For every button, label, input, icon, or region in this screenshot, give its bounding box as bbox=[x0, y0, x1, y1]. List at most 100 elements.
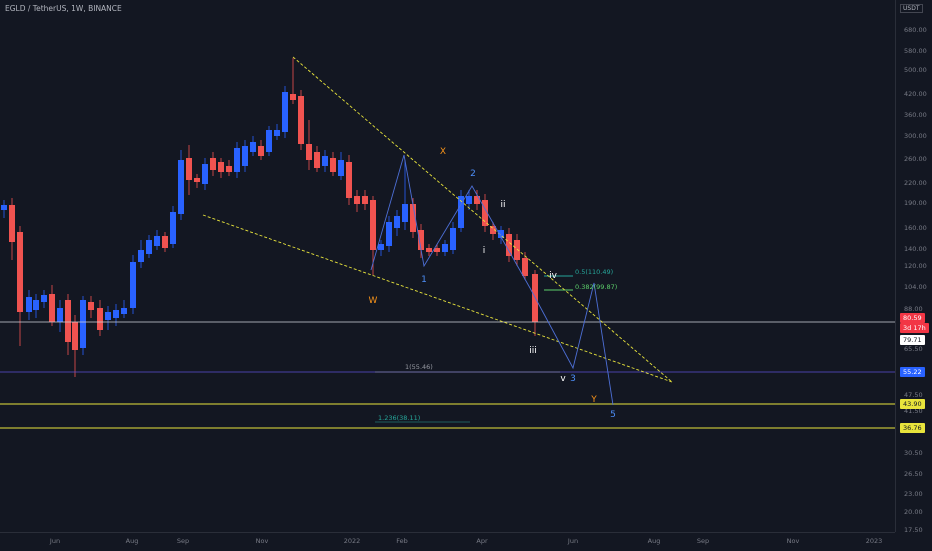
price-tick-label: 360.00 bbox=[904, 111, 927, 119]
price-tick-label: 104.00 bbox=[904, 283, 927, 291]
time-axis[interactable]: Jun Aug Sep Nov 2022 Feb Apr Jun Aug Sep Nov 2023 bbox=[0, 532, 895, 551]
candle-body bbox=[394, 216, 400, 228]
wave-label-x: X bbox=[439, 147, 447, 157]
candles-group bbox=[1, 58, 538, 377]
candle-body bbox=[450, 228, 456, 250]
wave-label-1: 1 bbox=[421, 275, 427, 285]
candle-body bbox=[202, 164, 208, 184]
candle-body bbox=[130, 262, 136, 308]
price-chart[interactable] bbox=[0, 0, 895, 532]
time-tick-label: Feb bbox=[396, 537, 408, 545]
candle-body bbox=[490, 226, 496, 234]
candle-body bbox=[72, 322, 78, 350]
candle-body bbox=[458, 196, 464, 228]
time-tick-label: Nov bbox=[255, 537, 269, 545]
candle-body bbox=[194, 178, 200, 182]
candle-body bbox=[121, 308, 127, 314]
candle-body bbox=[162, 236, 168, 248]
candle-body bbox=[218, 162, 224, 172]
candle-body bbox=[250, 142, 256, 152]
time-tick-label: 2023 bbox=[865, 537, 883, 545]
candle-body bbox=[386, 222, 392, 246]
candle-body bbox=[522, 258, 528, 276]
candle-body bbox=[418, 230, 424, 250]
price-tick-label: 17.50 bbox=[904, 526, 923, 534]
candle-body bbox=[506, 234, 512, 256]
wave-label-v: v bbox=[560, 374, 566, 384]
candle-body bbox=[426, 248, 432, 252]
wave-label-5: 5 bbox=[610, 410, 616, 420]
candle-body bbox=[88, 302, 94, 310]
price-label-current: 80.59 bbox=[900, 313, 925, 323]
price-label-36: 36.76 bbox=[900, 423, 925, 433]
wave-label-y: Y bbox=[591, 395, 597, 405]
candle-body bbox=[514, 240, 520, 260]
candle-body bbox=[49, 294, 55, 322]
candle-body bbox=[57, 308, 63, 322]
time-tick-label: Sep bbox=[176, 537, 190, 545]
time-tick-label: Nov bbox=[786, 537, 800, 545]
time-tick-label: Apr bbox=[476, 537, 488, 545]
price-tick-label: 190.00 bbox=[904, 199, 927, 207]
wave-label-i: i bbox=[482, 246, 486, 256]
time-tick-label: Aug bbox=[647, 537, 661, 545]
candle-body bbox=[282, 92, 288, 132]
candle-body bbox=[154, 236, 160, 246]
candle-body bbox=[113, 310, 119, 318]
candle-body bbox=[105, 312, 111, 320]
candle-body bbox=[226, 166, 232, 172]
candle-body bbox=[402, 204, 408, 222]
price-label-55: 55.22 bbox=[900, 367, 925, 377]
price-label-43: 43.90 bbox=[900, 399, 925, 409]
candle-body bbox=[9, 205, 15, 242]
candle-body bbox=[178, 160, 184, 214]
currency-unit-badge[interactable]: USDT bbox=[900, 4, 923, 13]
price-tick-label: 300.00 bbox=[904, 132, 927, 140]
candle-body bbox=[466, 196, 472, 204]
price-axis[interactable]: USDT 680.00 580.00 500.00 420.00 360.00 300.0… bbox=[895, 0, 932, 534]
wave-label-2: 2 bbox=[470, 169, 476, 179]
chart-title: EGLD / TetherUS, 1W, BINANCE bbox=[5, 4, 122, 13]
price-tick-label: 220.00 bbox=[904, 179, 927, 187]
candle-body bbox=[322, 156, 328, 166]
candle-body bbox=[346, 162, 352, 198]
candle-body bbox=[410, 204, 416, 232]
candle-body bbox=[170, 212, 176, 244]
candle-body bbox=[378, 244, 384, 250]
price-label-close: 79.71 bbox=[900, 335, 925, 345]
price-tick-label: 680.00 bbox=[904, 26, 927, 34]
wedge-upper-line bbox=[292, 56, 673, 383]
price-tick-label: 65.50 bbox=[904, 345, 923, 353]
price-tick-label: 88.00 bbox=[904, 305, 923, 313]
candle-body bbox=[498, 230, 504, 238]
candle-body bbox=[1, 205, 7, 210]
wedge-lower-line bbox=[202, 214, 673, 383]
time-tick-label: Jun bbox=[567, 537, 579, 545]
candle-body bbox=[258, 146, 264, 156]
price-tick-label: 120.00 bbox=[904, 262, 927, 270]
price-tick-label: 580.00 bbox=[904, 47, 927, 55]
wave-label-3: 3 bbox=[570, 374, 576, 384]
candle-body bbox=[474, 196, 480, 204]
time-tick-label: Sep bbox=[696, 537, 710, 545]
price-tick-label: 30.50 bbox=[904, 449, 923, 457]
candle-body bbox=[482, 200, 488, 226]
candle-body bbox=[17, 232, 23, 312]
candle-body bbox=[97, 308, 103, 330]
price-tick-label: 260.00 bbox=[904, 155, 927, 163]
candle-body bbox=[26, 297, 32, 312]
candle-body bbox=[298, 96, 304, 144]
time-tick-label: Aug bbox=[125, 537, 139, 545]
fib-label-1.236: 1.236(38.11) bbox=[378, 414, 421, 422]
price-tick-label: 47.50 bbox=[904, 391, 923, 399]
candle-body bbox=[314, 152, 320, 168]
price-tick-label: 140.00 bbox=[904, 245, 927, 253]
candle-body bbox=[41, 295, 47, 302]
price-tick-label: 160.00 bbox=[904, 224, 927, 232]
time-tick-label: Jun bbox=[49, 537, 61, 545]
wave-label-iii: iii bbox=[529, 346, 537, 356]
candle-body bbox=[242, 146, 248, 166]
candle-body bbox=[138, 250, 144, 262]
price-tick-label: 23.00 bbox=[904, 490, 923, 498]
candle-body bbox=[65, 300, 71, 342]
